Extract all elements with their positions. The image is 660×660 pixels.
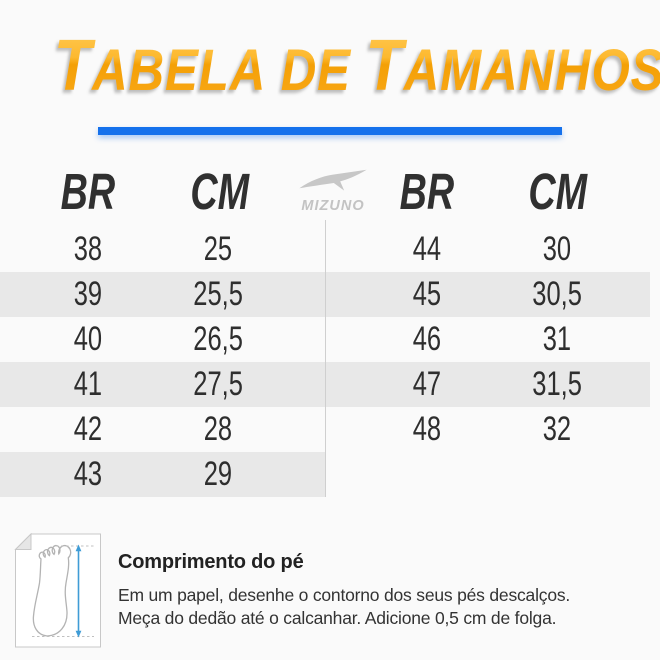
runbird-icon bbox=[299, 169, 367, 191]
cm-value: 32 bbox=[542, 410, 572, 448]
footnote-line-2: Meça do dedão até o calcanhar. Adicione … bbox=[118, 607, 557, 628]
brand-logo-text: MIZUNO bbox=[301, 198, 365, 214]
header-br-left: BR bbox=[60, 163, 116, 220]
cm-value: 25,5 bbox=[193, 275, 243, 313]
footnote: Comprimento do pé Em um papel, desenhe o… bbox=[118, 551, 648, 629]
size-row: 47 31,5 bbox=[325, 362, 650, 407]
size-table-right: 44 30 45 30,5 46 31 47 31,5 48 32 bbox=[325, 227, 650, 452]
size-row: 43 29 bbox=[0, 452, 325, 497]
cm-value: 30,5 bbox=[532, 275, 582, 313]
cm-value: 30 bbox=[542, 230, 572, 268]
size-row: 48 32 bbox=[325, 407, 650, 452]
cm-value: 29 bbox=[203, 455, 233, 493]
size-row: 46 31 bbox=[325, 317, 650, 362]
cm-value: 31,5 bbox=[532, 365, 582, 403]
page-title-text: TABELA DE TAMANHOS bbox=[54, 30, 660, 102]
cm-value: 31 bbox=[542, 320, 572, 358]
header-br-right: BR bbox=[399, 163, 455, 220]
size-table-left: 38 25 39 25,5 40 26,5 41 27,5 42 28 43 29 bbox=[0, 227, 325, 497]
footnote-title: Comprimento do pé bbox=[118, 551, 304, 573]
page-title: TABELA DE TAMANHOS bbox=[0, 30, 660, 102]
br-value: 46 bbox=[412, 320, 442, 358]
accent-rule bbox=[98, 127, 562, 135]
size-row: 42 28 bbox=[0, 407, 325, 452]
size-row: 41 27,5 bbox=[0, 362, 325, 407]
cm-value: 28 bbox=[203, 410, 233, 448]
size-row: 45 30,5 bbox=[325, 272, 650, 317]
br-value: 39 bbox=[73, 275, 103, 313]
brand-logo: MIZUNO bbox=[253, 169, 413, 213]
br-value: 42 bbox=[73, 410, 103, 448]
cm-value: 27,5 bbox=[193, 365, 243, 403]
foot-measure-icon bbox=[14, 532, 102, 653]
header-cm-left: CM bbox=[190, 163, 250, 220]
cm-value: 25 bbox=[203, 230, 233, 268]
size-row: 44 30 bbox=[325, 227, 650, 272]
br-value: 44 bbox=[412, 230, 442, 268]
br-value: 48 bbox=[412, 410, 442, 448]
br-value: 38 bbox=[73, 230, 103, 268]
br-value: 40 bbox=[73, 320, 103, 358]
header-cm-right: CM bbox=[528, 163, 588, 220]
cm-value: 26,5 bbox=[193, 320, 243, 358]
br-value: 45 bbox=[412, 275, 442, 313]
size-row: 40 26,5 bbox=[0, 317, 325, 362]
footnote-line-1: Em um papel, desenhe o contorno dos seus… bbox=[118, 585, 571, 605]
center-divider bbox=[325, 220, 326, 497]
br-value: 41 bbox=[73, 365, 103, 403]
size-row: 38 25 bbox=[0, 227, 325, 272]
footnote-body: Em um papel, desenhe o contorno dos seus… bbox=[118, 584, 648, 629]
br-value: 47 bbox=[412, 365, 442, 403]
br-value: 43 bbox=[73, 455, 103, 493]
size-row: 39 25,5 bbox=[0, 272, 325, 317]
